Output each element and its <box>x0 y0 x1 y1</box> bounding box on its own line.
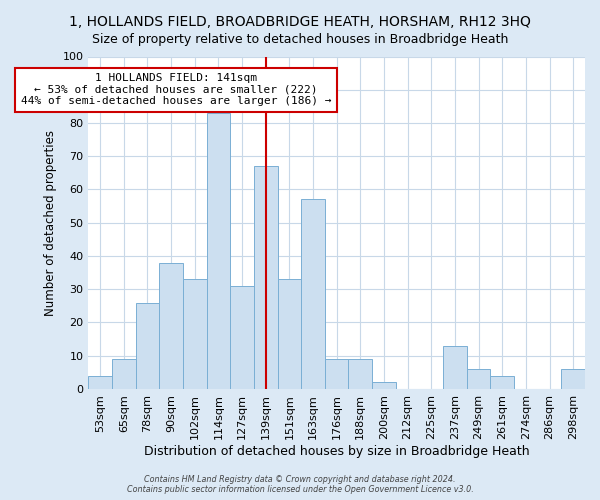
Bar <box>372 382 396 389</box>
Text: 1, HOLLANDS FIELD, BROADBRIDGE HEATH, HORSHAM, RH12 3HQ: 1, HOLLANDS FIELD, BROADBRIDGE HEATH, HO… <box>69 15 531 29</box>
Bar <box>230 286 254 389</box>
Bar <box>562 369 585 389</box>
Text: 1 HOLLANDS FIELD: 141sqm
← 53% of detached houses are smaller (222)
44% of semi-: 1 HOLLANDS FIELD: 141sqm ← 53% of detach… <box>20 73 331 106</box>
Bar <box>159 262 183 389</box>
Text: Contains HM Land Registry data © Crown copyright and database right 2024.
Contai: Contains HM Land Registry data © Crown c… <box>127 474 473 494</box>
Bar <box>112 359 136 389</box>
Bar <box>349 359 372 389</box>
Bar <box>136 302 159 389</box>
Bar <box>301 200 325 389</box>
Bar <box>183 279 206 389</box>
Bar <box>467 369 490 389</box>
Bar <box>443 346 467 389</box>
Bar <box>206 113 230 389</box>
Text: Size of property relative to detached houses in Broadbridge Heath: Size of property relative to detached ho… <box>92 32 508 46</box>
Bar <box>278 279 301 389</box>
Bar <box>88 376 112 389</box>
Bar <box>490 376 514 389</box>
X-axis label: Distribution of detached houses by size in Broadbridge Heath: Distribution of detached houses by size … <box>144 444 529 458</box>
Y-axis label: Number of detached properties: Number of detached properties <box>44 130 57 316</box>
Bar <box>254 166 278 389</box>
Bar <box>325 359 349 389</box>
